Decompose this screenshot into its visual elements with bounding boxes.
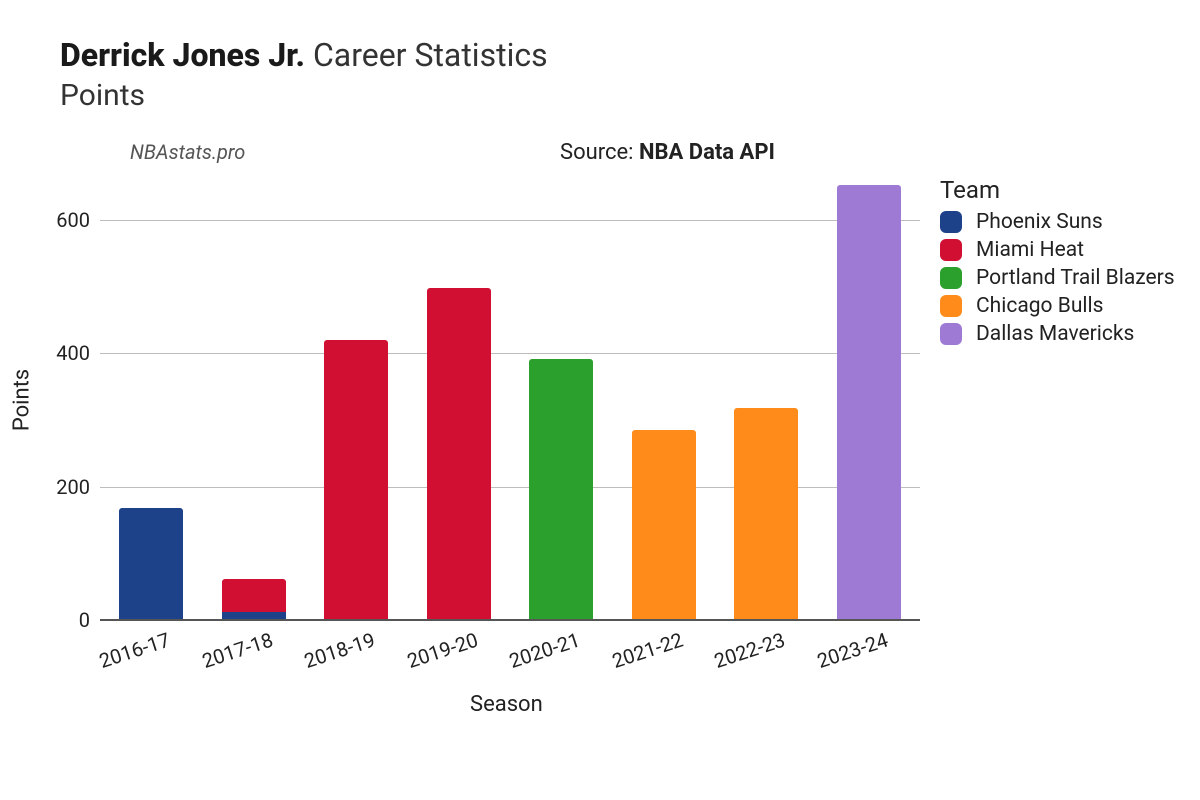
x-axis-baseline [100, 619, 920, 621]
chart-title: Derrick Jones Jr. Career Statistics [60, 36, 548, 74]
bar-segment [119, 508, 183, 620]
x-tick-label: 2018-19 [273, 620, 378, 681]
legend-title: Team [940, 176, 1175, 204]
legend-item: Dallas Mavericks [940, 322, 1175, 346]
bar-segment [427, 288, 491, 620]
source-attribution: Source: NBA Data API [560, 140, 775, 165]
legend-swatch [940, 323, 962, 345]
watermark: NBAstats.pro [130, 140, 245, 164]
legend-item: Portland Trail Blazers [940, 266, 1175, 290]
legend-label: Dallas Mavericks [976, 322, 1134, 346]
source-prefix: Source: [560, 140, 639, 165]
source-name: NBA Data API [639, 140, 775, 165]
legend-label: Phoenix Suns [976, 210, 1103, 234]
bar-segment [734, 408, 798, 620]
x-tick-label: 2019-20 [376, 620, 481, 681]
player-name: Derrick Jones Jr. [60, 36, 305, 74]
legend-item: Phoenix Suns [940, 210, 1175, 234]
legend-swatch [940, 239, 962, 261]
bar-2022-23 [734, 180, 798, 620]
bar-2018-19 [324, 180, 388, 620]
bar-2019-20 [427, 180, 491, 620]
legend-label: Chicago Bulls [976, 294, 1103, 318]
legend-label: Miami Heat [976, 238, 1084, 262]
bar-2020-21 [529, 180, 593, 620]
y-tick-label: 600 [56, 208, 100, 232]
legend-swatch [940, 267, 962, 289]
bar-segment [529, 359, 593, 620]
legend-items: Phoenix Suns Miami Heat Portland Trail Bla… [940, 210, 1175, 346]
title-block: Derrick Jones Jr. Career Statistics Poin… [60, 36, 548, 113]
legend-item: Chicago Bulls [940, 294, 1175, 318]
x-tick-label: 2020-21 [478, 620, 583, 681]
x-tick-label: 2017-18 [171, 620, 276, 681]
x-axis-title: Season [470, 692, 543, 717]
bar-segment [222, 579, 286, 612]
x-tick-label: 2022-23 [683, 620, 788, 681]
bar-2023-24 [837, 180, 901, 620]
legend-label: Portland Trail Blazers [976, 266, 1175, 290]
legend-item: Miami Heat [940, 238, 1175, 262]
x-tick-label: 2023-24 [786, 620, 891, 681]
plot-area: 0200400600 2016-172017-182018-192019-202… [100, 180, 920, 620]
y-tick-label: 200 [56, 475, 100, 499]
bar-2021-22 [632, 180, 696, 620]
chart-subtitle: Points [60, 78, 548, 113]
legend-swatch [940, 295, 962, 317]
x-tick-label: 2021-22 [581, 620, 686, 681]
y-tick-label: 400 [56, 341, 100, 365]
bar-segment [324, 340, 388, 620]
legend: Team Phoenix Suns Miami Heat Portland Trai… [940, 176, 1175, 350]
y-axis-title: Points [10, 369, 35, 431]
y-tick-label: 0 [79, 608, 100, 632]
bar-segment [632, 430, 696, 620]
bar-segment [837, 185, 901, 620]
bar-2017-18 [222, 180, 286, 620]
chart-container: Derrick Jones Jr. Career Statistics Poin… [0, 0, 1200, 800]
legend-swatch [940, 211, 962, 233]
bar-2016-17 [119, 180, 183, 620]
title-suffix: Career Statistics [313, 36, 548, 74]
